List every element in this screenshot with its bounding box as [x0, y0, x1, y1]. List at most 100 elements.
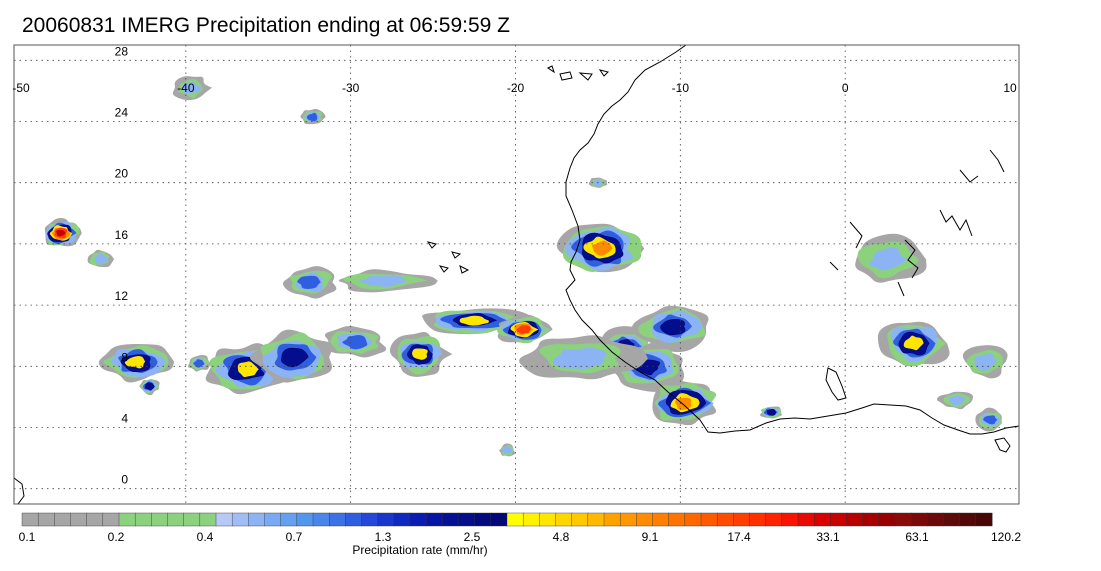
colorbar-bin	[425, 512, 443, 527]
colorbar-bin	[749, 512, 767, 527]
colorbar-bin	[830, 512, 847, 527]
precip-mark	[94, 253, 108, 265]
colorbar-tick: 0.4	[197, 530, 214, 544]
precip-mark	[306, 112, 318, 122]
colorbar-bin	[458, 512, 476, 527]
island-canary	[547, 65, 609, 81]
colorbar-bin	[975, 512, 993, 527]
precip-mark	[342, 334, 368, 350]
coastline	[14, 45, 1019, 504]
colorbar-tick: 2.5	[464, 530, 481, 544]
colorbar-tick: 17.4	[727, 530, 751, 544]
colorbar-bin	[813, 512, 831, 527]
precip-mark	[193, 359, 205, 368]
colorbar-bin	[134, 512, 152, 527]
precip-mark	[903, 335, 924, 351]
coastline-brazil	[14, 477, 25, 504]
colorbar-bin	[54, 512, 71, 527]
precip-mark	[297, 275, 321, 289]
lon-tick-label: -40	[177, 81, 195, 95]
colorbar-label: Precipitation rate (mm/hr)	[352, 543, 487, 557]
precip-mark	[660, 319, 686, 336]
colorbar-tick: 33.1	[816, 530, 840, 544]
precip-mark	[501, 446, 513, 455]
colorbar-bin	[442, 512, 460, 527]
colorbar-bin	[474, 512, 492, 527]
colorbar-bin	[603, 512, 621, 527]
precip-mark	[359, 275, 407, 287]
precip-mark	[145, 382, 155, 391]
colorbar-bin	[118, 512, 136, 527]
coastline-west-africa	[565, 45, 1019, 435]
colorbar-bin	[716, 512, 734, 527]
colorbar	[21, 512, 993, 527]
colorbar-bin	[910, 512, 928, 527]
colorbar-bin	[231, 512, 249, 527]
precip-mark	[459, 315, 489, 326]
colorbar-bin	[878, 512, 896, 527]
colorbar-bin	[183, 512, 201, 527]
colorbar-bin	[21, 512, 39, 527]
precip-mark	[983, 415, 998, 425]
colorbar-bin	[539, 512, 556, 527]
lon-tick-label: -20	[507, 81, 525, 95]
lat-tick-label: 4	[121, 412, 128, 426]
longitude-tick-labels: -50 -40 -30 -20 -10 0 10	[12, 81, 1017, 95]
colorbar-bin	[927, 512, 944, 527]
colorbar-bin	[86, 512, 104, 527]
colorbar-bin	[361, 512, 379, 527]
colorbar-bin	[328, 512, 346, 527]
lon-tick-label: -50	[12, 81, 30, 95]
lon-tick-label: -10	[672, 81, 690, 95]
coastline-lake	[825, 367, 847, 401]
precip-mark	[552, 347, 607, 369]
precip-mark	[516, 325, 531, 334]
colorbar-bin	[700, 512, 718, 527]
colorbar-bin	[862, 512, 880, 527]
colorbar-bin	[215, 512, 233, 527]
colorbar-bin	[312, 512, 330, 527]
colorbar-bin	[846, 512, 864, 527]
colorbar-tick: 120.2	[991, 530, 1021, 544]
colorbar-bin	[587, 512, 605, 527]
precip-mark	[124, 356, 146, 369]
colorbar-bin	[894, 512, 912, 527]
colorbar-bin	[522, 512, 540, 527]
coastline-gulf	[994, 437, 1011, 453]
lon-tick-label: -30	[342, 81, 360, 95]
colorbar-bin	[296, 512, 314, 527]
colorbar-bin	[102, 512, 120, 527]
colorbar-bin	[167, 512, 185, 527]
precip-mark	[412, 348, 428, 360]
colorbar-bin	[377, 512, 395, 527]
latitude-tick-labels: 28 24 20 16 12 8 4 0	[115, 44, 129, 486]
colorbar-bin	[571, 512, 589, 527]
lat-tick-label: 20	[115, 167, 129, 181]
colorbar-tick: 0.7	[286, 530, 303, 544]
colorbar-bin	[652, 512, 670, 527]
precip-mark	[948, 395, 967, 406]
colorbar-bin	[619, 512, 637, 527]
colorbar-bin	[765, 512, 783, 527]
colorbar-bin	[280, 512, 298, 527]
colorbar-bin	[636, 512, 653, 527]
lat-tick-label: 0	[121, 473, 128, 487]
colorbar-bin	[345, 512, 363, 527]
lat-tick-label: 16	[115, 228, 129, 242]
gridlines	[14, 45, 1019, 504]
lat-tick-label: 24	[115, 106, 129, 120]
precip-mark	[592, 240, 613, 256]
colorbar-bin	[668, 512, 686, 527]
colorbar-bin	[797, 512, 815, 527]
precip-mark	[766, 408, 777, 416]
colorbar-tick-labels: 0.1 0.2 0.4 0.7 1.3 2.5 4.8 9.1 17.4 33.1 63.1 120.…	[19, 530, 1022, 544]
colorbar-bin	[506, 512, 524, 527]
colorbar-tick: 1.3	[375, 530, 392, 544]
inland-features	[829, 149, 1005, 297]
precip-mark	[281, 347, 309, 368]
colorbar-tick: 63.1	[905, 530, 929, 544]
map-title: 20060831 IMERG Precipitation ending at 0…	[22, 14, 510, 37]
precip-mark	[869, 247, 908, 271]
precip-mark	[56, 229, 66, 237]
